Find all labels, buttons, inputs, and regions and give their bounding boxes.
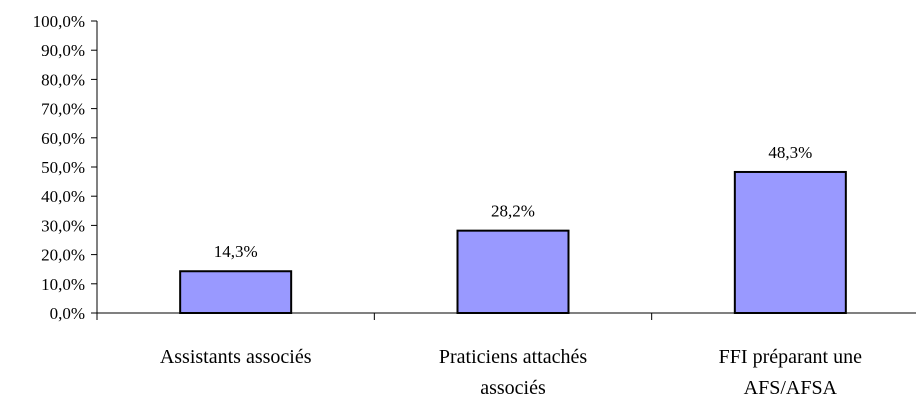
y-tick-label: 80,0%: [41, 70, 85, 89]
x-category-label: Assistants associés: [160, 346, 312, 368]
bars-group: [179, 170, 847, 315]
data-label: 28,2%: [491, 202, 535, 221]
y-tick-label: 90,0%: [41, 41, 85, 60]
x-category-label: AFS/AFSA: [744, 377, 838, 399]
data-label: 48,3%: [768, 143, 812, 162]
y-tick-label: 70,0%: [41, 100, 85, 119]
labels-group: 0,0% 10,0% 20,0% 30,0% 40,0% 50,0% 60,0% 70,0% 8…: [33, 12, 863, 399]
y-tick-label: 30,0%: [41, 216, 85, 235]
x-category-label: FFI préparant une: [719, 346, 862, 368]
x-category-label: Praticiens attachés: [439, 346, 587, 368]
y-tick-label: 40,0%: [41, 187, 85, 206]
bar: [456, 229, 570, 315]
y-tick-label: 20,0%: [41, 246, 85, 265]
x-category-label: associés: [480, 377, 546, 399]
y-tick-label: 60,0%: [41, 129, 85, 148]
data-label: 14,3%: [214, 242, 258, 261]
y-tick-label: 100,0%: [33, 12, 85, 31]
bar: [733, 170, 847, 314]
bar: [179, 270, 293, 314]
y-tick-label: 50,0%: [41, 158, 85, 177]
y-tick-label: 10,0%: [41, 275, 85, 294]
y-tick-label: 0,0%: [50, 304, 85, 323]
